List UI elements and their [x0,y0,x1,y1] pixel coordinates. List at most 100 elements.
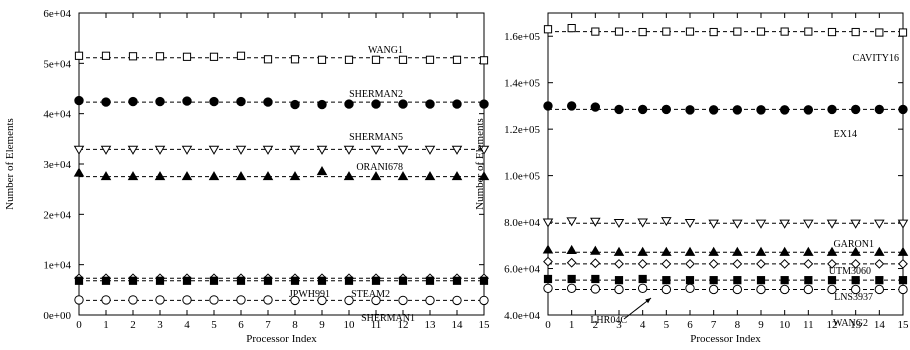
point-lhr04c [567,274,576,284]
point-steam2 [425,276,435,285]
point-utm3060 [897,246,909,256]
point-ex14 [898,104,908,115]
point-sherman2 [263,97,273,107]
point-sherman5 [397,145,409,155]
point-sherman1 [263,295,273,305]
point-lhr04c [685,276,695,285]
point-utm3060 [661,246,672,256]
point-lns3937 [827,258,837,269]
series-sherman1: SHERMAN1 [74,295,489,324]
point-lns3937 [637,258,648,269]
point-sherman2 [425,99,435,109]
point-steam2 [209,276,219,285]
point-cavity16 [685,27,695,36]
y-tick-label: 1e+04 [43,260,71,272]
x-tick-label: 10 [344,319,356,331]
x-tick-label: 14 [874,319,886,331]
point-lns3937 [685,258,695,269]
point-lhr04c [875,276,884,285]
point-lns3937 [708,258,719,269]
point-sherman1 [452,295,462,306]
point-garon1 [803,219,814,229]
x-tick-label: 7 [711,319,717,331]
y-tick-label: 1.6e+05 [504,31,540,43]
point-steam2 [344,276,354,285]
x-tick-label: 5 [211,319,217,331]
point-sherman2 [371,99,381,109]
point-steam2 [479,276,489,285]
point-steam2 [236,276,246,285]
point-lhr04c [898,276,908,285]
point-sherman2 [452,99,462,109]
point-wang2 [803,284,814,295]
series-cavity16: CAVITY16 [543,24,908,64]
point-utm3060 [613,246,625,256]
point-wang1 [425,55,435,64]
point-sherman2 [317,99,327,110]
point-garon1 [732,219,743,229]
point-wang1 [101,51,111,60]
y-tick-label: 3e+04 [43,159,71,171]
point-sherman1 [101,295,111,305]
point-wang2 [661,284,672,295]
series-label-wang2: WANG2 [833,318,868,329]
point-sherman5 [235,145,247,155]
point-lns3937 [566,257,577,268]
series-label-orani678: ORANI678 [356,162,403,173]
point-wang1 [74,51,84,60]
point-sherman5 [289,145,301,155]
point-garon1 [779,219,790,229]
point-ex14 [543,101,553,111]
point-lns3937 [590,258,601,269]
point-utm3060 [542,244,554,254]
x-tick-label: 2 [130,319,136,331]
point-sherman1 [128,295,138,305]
x-tick-label: 13 [850,319,862,331]
point-cavity16 [756,27,766,36]
series-wang2: WANG2 [543,283,908,329]
point-wang2 [685,283,695,293]
x-tick-label: 9 [319,319,325,331]
point-cavity16 [851,27,860,37]
point-ex14 [685,105,695,115]
point-ex14 [732,105,743,115]
x-tick-label: 11 [371,319,382,331]
point-sherman5 [208,145,220,155]
point-sherman5 [127,145,139,155]
point-garon1 [874,219,885,229]
point-wang2 [850,284,861,295]
x-tick-label: 10 [779,319,791,331]
point-lhr04c [827,276,837,285]
series-label-sherman2: SHERMAN2 [349,89,403,100]
point-sherman5 [451,145,463,155]
series-label-jpwh991: JPWH991 [289,289,330,300]
point-orani678 [397,171,409,181]
point-sherman5 [73,145,85,155]
point-garon1 [661,217,672,227]
series-label-wang1: WANG1 [368,45,403,56]
point-lhr04c [638,274,647,284]
point-wang2 [898,284,908,295]
point-sherman2 [155,96,165,107]
x-tick-label: 1 [103,319,109,331]
series-lns3937: LNS3937 [543,256,908,303]
point-sherman5 [262,145,274,155]
x-tick-label: 3 [157,319,163,331]
point-utm3060 [755,246,767,256]
x-tick-label: 4 [640,319,646,331]
point-orani678 [127,171,139,181]
y-axis-label: Number of Elements [474,118,486,210]
point-sherman1 [344,295,354,306]
point-garon1 [708,219,719,229]
point-utm3060 [566,244,577,255]
point-wang2 [590,284,601,294]
point-garon1 [542,218,554,228]
point-orani678 [289,171,301,181]
point-sherman2 [74,95,84,106]
point-steam2 [128,276,138,285]
point-wang2 [708,284,719,295]
series-label-steam2: STEAM2 [351,289,390,300]
point-wang1 [182,52,192,61]
point-wang1 [479,56,489,65]
point-wang1 [263,55,273,64]
